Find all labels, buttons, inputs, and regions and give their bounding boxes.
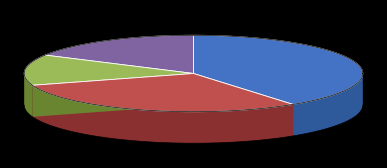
Polygon shape: [293, 74, 363, 136]
Polygon shape: [33, 85, 293, 143]
Polygon shape: [24, 74, 33, 117]
Polygon shape: [24, 55, 194, 85]
Polygon shape: [194, 35, 363, 104]
Polygon shape: [194, 74, 293, 136]
Polygon shape: [33, 74, 293, 112]
Polygon shape: [33, 74, 194, 117]
Polygon shape: [194, 74, 293, 136]
Polygon shape: [33, 74, 194, 117]
Polygon shape: [45, 35, 194, 74]
